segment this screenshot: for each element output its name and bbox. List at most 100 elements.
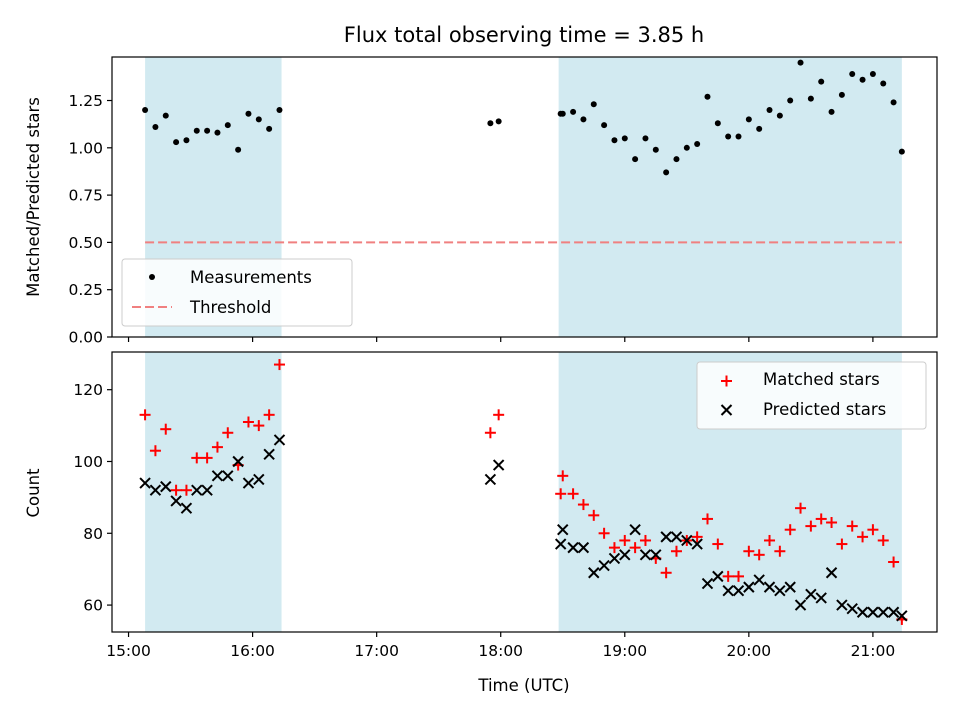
top-measurements-point-32 bbox=[714, 120, 721, 127]
x-tick-label-2: 17:00 bbox=[354, 642, 399, 660]
bottom-matched-stars-point-42 bbox=[815, 513, 827, 525]
bottom-predicted-stars-point-22 bbox=[608, 552, 621, 565]
top-measurements-point-48 bbox=[880, 80, 887, 87]
bottom-y-tick-label-2: 100 bbox=[73, 453, 103, 471]
top-measurements-point-37 bbox=[766, 106, 773, 113]
chart-title: Flux total observing time = 3.85 h bbox=[344, 23, 704, 47]
bottom-predicted-stars-point-6 bbox=[201, 484, 213, 496]
bottom-matched-stars-point-20 bbox=[588, 509, 600, 521]
bottom-predicted-stars-point-4 bbox=[180, 502, 193, 514]
bottom-legend-box bbox=[696, 361, 927, 430]
bottom-predicted-stars-point-40 bbox=[794, 599, 807, 611]
bottom-predicted-stars-point-49 bbox=[887, 606, 900, 618]
bottom-matched-stars-point-27 bbox=[660, 567, 672, 579]
x-tick-label-1: 16:00 bbox=[230, 642, 275, 660]
top-measurements-point-1 bbox=[152, 124, 159, 130]
bottom-predicted-stars-point-18 bbox=[567, 541, 579, 554]
bottom-predicted-stars-point-32 bbox=[712, 570, 724, 583]
top-y-tick-label-2: 0.50 bbox=[68, 234, 103, 252]
bottom-predicted-stars-point-37 bbox=[763, 581, 776, 593]
top-measurements-point-11 bbox=[255, 116, 262, 123]
top-y-tick-label-3: 0.75 bbox=[68, 187, 103, 205]
bottom-matched-stars-point-0 bbox=[139, 409, 151, 421]
bottom-predicted-stars-point-28 bbox=[670, 531, 683, 543]
bottom-matched-stars-point-36 bbox=[753, 549, 765, 561]
bottom-matched-stars-point-44 bbox=[836, 538, 848, 550]
bottom-predicted-stars-point-36 bbox=[753, 574, 765, 586]
bottom-matched-stars-point-5 bbox=[191, 452, 203, 464]
top-measurements-point-8 bbox=[224, 122, 231, 129]
top-y-tick-label-0: 0.00 bbox=[68, 329, 103, 347]
bottom-predicted-stars-point-1 bbox=[149, 484, 162, 496]
x-tick-label-0: 15:00 bbox=[106, 642, 151, 660]
top-measurements-point-6 bbox=[204, 127, 211, 134]
bottom-predicted-stars-point-48 bbox=[877, 606, 889, 618]
top-measurements-point-49 bbox=[890, 99, 897, 106]
bottom-matched-stars-point-35 bbox=[743, 545, 755, 557]
bottom-matched-stars-point-12 bbox=[263, 409, 275, 421]
bottom-predicted-stars-point-35 bbox=[743, 581, 755, 593]
bottom-matched-stars-point-23 bbox=[619, 534, 631, 546]
bottom-predicted-stars-point-5 bbox=[191, 484, 203, 496]
bottom-predicted-stars-point-44 bbox=[836, 599, 848, 611]
top-measurements-point-33 bbox=[725, 133, 732, 140]
bottom-matched-stars-point-38 bbox=[774, 545, 786, 557]
top-measurements-point-45 bbox=[849, 71, 856, 78]
top-measurements-point-24 bbox=[632, 156, 639, 163]
top-measurements-point-34 bbox=[735, 133, 742, 140]
bottom-predicted-stars-point-10 bbox=[242, 477, 255, 489]
top-legend: Measurements Threshold bbox=[121, 258, 353, 327]
top-measurements-point-13 bbox=[276, 106, 283, 113]
top-legend-box bbox=[121, 258, 353, 327]
bottom-matched-stars-point-3 bbox=[170, 484, 182, 496]
bottom-predicted-stars-point-29 bbox=[681, 534, 693, 547]
bottom-axes-frame bbox=[111, 351, 938, 633]
top-measurements-point-44 bbox=[838, 91, 845, 98]
bottom-predicted-stars-point-27 bbox=[660, 531, 672, 543]
bottom-matched-stars-point-14 bbox=[484, 427, 496, 439]
bottom-predicted-stars-point-23 bbox=[619, 549, 631, 561]
bottom-matched-stars-point-41 bbox=[805, 520, 817, 532]
top-measurements-point-15 bbox=[495, 118, 502, 125]
bottom-shaded-interval-1 bbox=[145, 352, 282, 632]
bottom-predicted-stars-point-43 bbox=[825, 567, 838, 579]
top-measurements-point-9 bbox=[235, 146, 242, 153]
top-measurements-point-35 bbox=[745, 116, 752, 123]
top-measurements-point-14 bbox=[487, 120, 494, 127]
top-measurements-point-47 bbox=[869, 71, 876, 78]
top-measurements-point-36 bbox=[756, 125, 763, 132]
x-tick-label-6: 21:00 bbox=[851, 642, 896, 660]
top-measurements-point-30 bbox=[694, 141, 701, 148]
x-tick-label-5: 20:00 bbox=[727, 642, 772, 660]
top-measurements-point-38 bbox=[776, 112, 783, 119]
bottom-predicted-stars-point-20 bbox=[588, 567, 600, 579]
bottom-matched-stars-point-13 bbox=[273, 359, 285, 371]
top-measurements-point-42 bbox=[818, 78, 825, 85]
bottom-matched-stars-point-11 bbox=[253, 420, 265, 432]
top-measurements-point-10 bbox=[245, 110, 252, 117]
top-measurements-point-26 bbox=[652, 146, 659, 153]
top-measurements-point-0 bbox=[142, 106, 149, 113]
bottom-matched-stars-point-15 bbox=[493, 409, 505, 421]
bottom-predicted-stars-point-39 bbox=[784, 581, 796, 593]
bottom-predicted-stars-point-31 bbox=[701, 577, 714, 590]
bottom-predicted-stars-point-47 bbox=[867, 606, 879, 618]
x-axis-label: Time (UTC) bbox=[477, 676, 569, 695]
top-measurements-point-3 bbox=[173, 139, 180, 146]
bottom-predicted-stars-point-24 bbox=[629, 523, 641, 536]
bottom-predicted-stars-point-30 bbox=[691, 538, 703, 550]
bottom-legend: Matched stars Predicted stars bbox=[696, 361, 927, 430]
bottom-predicted-stars-point-33 bbox=[722, 585, 734, 597]
x-tick-label-4: 19:00 bbox=[602, 642, 647, 660]
top-measurements-point-43 bbox=[828, 108, 835, 115]
top-measurements-point-4 bbox=[183, 137, 190, 144]
legend-measurements-label: Measurements bbox=[190, 268, 312, 287]
ratio-plot: 0.00 0.25 0.50 0.75 1.00 1.25 Measurements Thre… bbox=[68, 56, 938, 347]
bottom-matched-stars-point-18 bbox=[567, 488, 579, 500]
bottom-matched-stars-point-1 bbox=[149, 445, 161, 457]
bottom-predicted-stars-point-0 bbox=[139, 477, 151, 489]
bottom-predicted-stars-point-2 bbox=[160, 480, 172, 493]
bottom-matched-stars-point-33 bbox=[722, 570, 734, 582]
top-measurements-point-21 bbox=[601, 122, 608, 129]
